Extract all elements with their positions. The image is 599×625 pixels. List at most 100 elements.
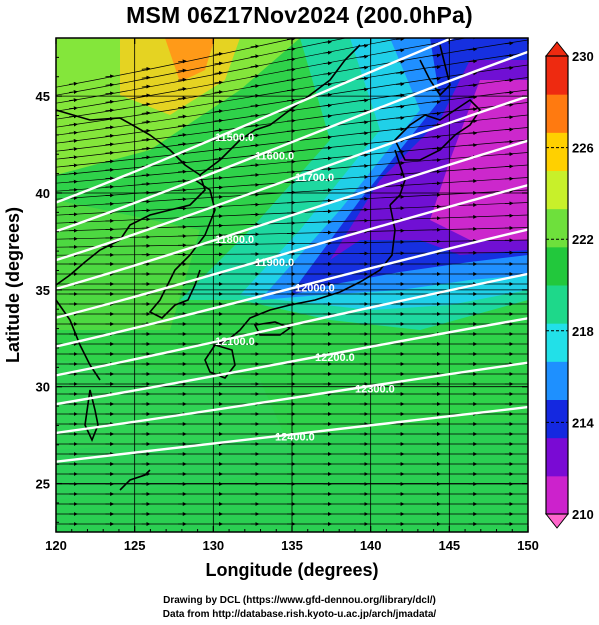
streamline — [56, 52, 528, 128]
streamline — [56, 39, 528, 120]
wind-arrow — [141, 93, 151, 98]
map-title: MSM 06Z17Nov2024 (200.0hPa) — [126, 2, 473, 28]
contour-line — [56, 228, 528, 348]
wind-arrow — [250, 44, 260, 49]
wind-arrow — [105, 142, 115, 147]
wind-arrow — [250, 74, 260, 79]
wind-arrow — [359, 43, 369, 48]
wind-arrow — [214, 61, 224, 66]
x-tick-label: 150 — [517, 538, 539, 553]
coastline-segment — [394, 98, 482, 161]
wind-arrow — [250, 64, 260, 69]
wind-arrow — [286, 47, 296, 52]
wind-arrow — [469, 25, 477, 26]
wind-arrow — [214, 118, 224, 123]
contour-label: 12400.0 — [275, 431, 315, 443]
contour-line — [56, 95, 528, 262]
y-tick-label: 40 — [36, 186, 50, 201]
wind-arrow — [286, 57, 296, 62]
streamline — [56, 239, 528, 248]
y-tick-label: 30 — [36, 380, 50, 395]
wind-arrow — [105, 74, 115, 79]
wind-arrow — [69, 138, 78, 143]
colorbar-min-extension — [544, 513, 570, 529]
streamline — [56, 77, 528, 144]
contour-label: 11700.0 — [295, 172, 334, 184]
colorbar-tick-label: 210 — [572, 507, 594, 522]
wind-arrow — [286, 88, 296, 93]
wind-arrow — [178, 123, 187, 128]
wind-arrow — [250, 123, 260, 128]
wind-arrow — [504, 90, 514, 95]
colorbar-segment — [546, 475, 568, 515]
streamline — [56, 189, 528, 216]
wind-arrow — [504, 78, 514, 83]
x-tick-label: 140 — [360, 538, 382, 553]
wind-arrow — [286, 67, 296, 72]
colorbar-segment — [546, 361, 568, 400]
wind-arrow — [323, 92, 332, 97]
wind-arrow — [141, 75, 151, 80]
wind-arrow — [323, 103, 332, 108]
coastline-segment — [419, 44, 451, 97]
wind-arrow — [395, 38, 405, 42]
credit-data: Data from http://database.rish.kyoto-u.a… — [162, 609, 437, 620]
wind-arrow — [468, 95, 478, 100]
wind-arrow — [141, 84, 151, 89]
wind-arrow — [105, 116, 115, 121]
wind-arrow — [505, 6, 513, 7]
wind-arrow — [141, 137, 151, 142]
wind-arrow — [395, 104, 405, 109]
contour-line — [56, 38, 456, 204]
hot-spot — [165, 38, 215, 82]
wind-arrow — [395, 93, 405, 98]
wind-arrow — [214, 128, 224, 133]
contour-label: 11600.0 — [255, 151, 294, 163]
colorbar-segment — [546, 56, 568, 95]
wind-arrow — [395, 82, 405, 87]
wind-arrow — [396, 27, 404, 28]
mild-region-west — [56, 200, 200, 330]
wind-arrow — [69, 81, 78, 86]
wind-arrow — [141, 119, 151, 124]
coastline-segment — [56, 109, 206, 286]
y-axis-label: Latitude (degrees) — [3, 207, 23, 363]
x-tick-label: 145 — [438, 538, 460, 553]
streamline — [56, 38, 404, 104]
wind-arrow — [141, 111, 151, 116]
coastline-segment — [56, 299, 101, 381]
y-tick-label: 25 — [36, 477, 50, 492]
wind-arrow — [250, 103, 260, 108]
coastlines — [56, 44, 482, 491]
wind-arrow — [286, 77, 296, 82]
wind-arrow — [286, 108, 296, 113]
wind-arrow — [395, 70, 405, 75]
wind-arrow — [432, 9, 440, 10]
wind-arrow — [323, 82, 332, 87]
wind-arrow — [105, 133, 115, 138]
wind-arrow — [286, 98, 296, 103]
wind-arrow — [468, 83, 478, 88]
wind-arrow — [396, 16, 404, 17]
x-axis-ticks: 120 125 130 135 140 145 150 — [45, 38, 539, 553]
wind-arrow — [178, 96, 187, 101]
wind-arrow — [469, 13, 477, 14]
wind-arrow — [69, 89, 78, 94]
colorbar-tick-label: 214 — [572, 415, 594, 430]
coastline-segment — [199, 44, 361, 176]
wind-arrow — [250, 54, 260, 59]
streamline — [56, 102, 528, 160]
wind-arrow — [360, 24, 368, 25]
wind-arrow — [105, 108, 115, 113]
credits: Drawing by DCL (https://www.gfd-dennou.o… — [0, 594, 599, 622]
wind-arrow — [432, 76, 441, 81]
wind-arrow — [504, 53, 514, 58]
contour-label: 12300.0 — [355, 383, 395, 395]
wind-arrow — [214, 109, 224, 114]
wind-arrow — [178, 68, 187, 73]
wind-arrow — [432, 88, 441, 93]
coastline-segment — [84, 389, 99, 443]
wind-arrow — [105, 125, 115, 130]
wind-arrow — [468, 59, 478, 64]
